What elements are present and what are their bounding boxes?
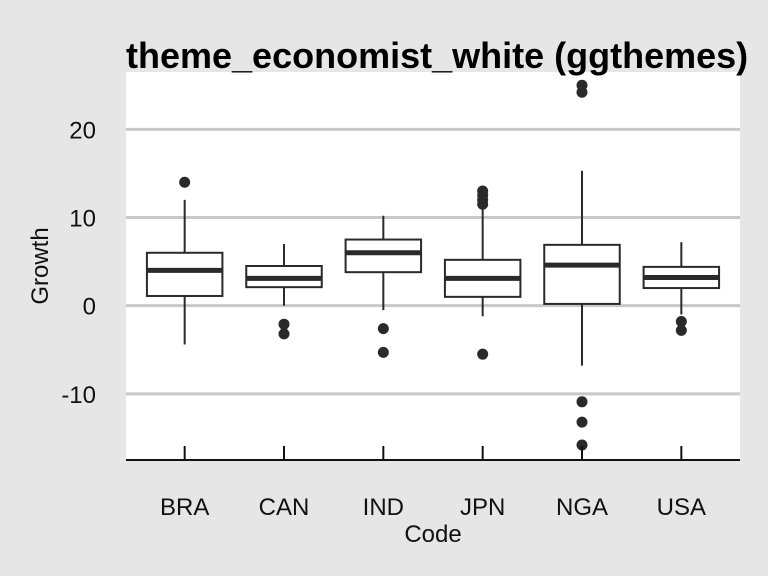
x-tick-label: BRA (160, 494, 209, 521)
outlier-point (675, 316, 687, 328)
box-layer (145, 79, 721, 451)
chart-title: theme_economist_white (ggthemes) (126, 35, 748, 76)
outlier-point (576, 439, 588, 451)
box-bra (145, 176, 224, 345)
x-axis-title: Code (404, 521, 461, 548)
outlier-point (377, 323, 389, 335)
tick-layer: -10 0 10 20 BRA CAN IND JPN NGA USA (61, 117, 706, 521)
x-tick-label: CAN (259, 494, 310, 521)
x-tick-label: USA (657, 494, 706, 521)
outlier-point (576, 396, 588, 408)
box-usa (642, 242, 721, 336)
outlier-point (576, 79, 588, 91)
iqr-box (145, 251, 224, 297)
x-tick-label: IND (363, 494, 404, 521)
grid-layer (126, 127, 740, 396)
x-tick-label: NGA (556, 494, 608, 521)
outlier-point (179, 176, 191, 188)
box-ind (344, 215, 423, 358)
outlier-point (477, 348, 489, 360)
box-can (245, 243, 323, 340)
y-tick-label: -10 (61, 382, 96, 409)
outlier-point (278, 318, 290, 330)
box-jpn (443, 185, 522, 360)
outlier-point (278, 328, 290, 340)
box-nga (543, 79, 621, 451)
outlier-point (675, 324, 687, 336)
y-tick-label: 10 (69, 206, 96, 233)
x-tick-label: JPN (460, 494, 505, 521)
outlier-point (576, 416, 588, 428)
outlier-point (477, 185, 489, 197)
outlier-point (377, 346, 389, 358)
y-axis-title: Growth (27, 227, 54, 304)
y-tick-label: 0 (83, 294, 96, 321)
iqr-box (344, 238, 423, 274)
y-tick-label: 20 (69, 117, 96, 144)
iqr-box (543, 243, 621, 305)
